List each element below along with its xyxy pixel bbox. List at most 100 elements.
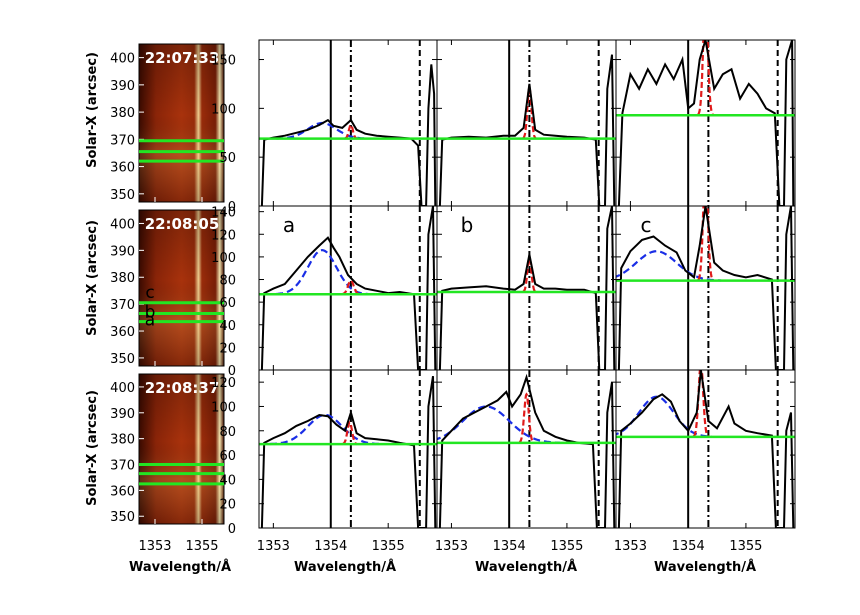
y-tick-label: 370 [110,459,135,474]
panel-frame [258,369,438,529]
x-axis-label: Wavelength/Å [654,559,756,575]
y-tick-label: 140 [211,206,236,221]
panel-plot-area [616,370,795,528]
y-tick-label: 350 [110,510,135,525]
observed-spectrum [438,373,616,528]
panel-letter: c [641,213,652,237]
x-axis-label: Wavelength/Å [475,559,577,575]
y-tick-label: 390 [110,407,135,422]
y-tick-label: 360 [110,161,135,176]
observed-spectrum [260,206,437,370]
y-tick-label: 40 [219,473,236,488]
y-tick-label: 60 [219,296,236,311]
panel-frame [615,39,796,207]
y-tick-label: 150 [211,54,236,69]
spectrum-panel: 0 50 100 150 [211,39,438,215]
observed-spectrum [438,54,616,206]
y-tick-label: 20 [219,341,236,356]
panel-plot-area [259,206,437,370]
y-tick-label: 380 [110,271,135,286]
slit-image-panel: 400 390 380 370 360 350 22:08:37 [110,373,225,525]
y-axis-label: Solar-X (arcsec) [85,390,100,506]
panel-frame [436,39,617,207]
narrow-gaussian-fit [697,206,714,281]
narrow-gaussian-fit [342,421,358,446]
observed-spectrum [260,64,437,206]
narrow-gaussian-fit [344,123,358,140]
y-tick-label: 100 [211,251,236,266]
observed-spectrum [438,206,616,370]
observed-spectrum [617,370,795,528]
y-tick-label: 80 [219,274,236,289]
y-tick-label: 20 [219,498,236,513]
spectrum-panel: c [615,205,796,371]
narrow-gaussian-fit [697,40,714,116]
y-tick-label: 80 [219,425,236,440]
y-tick-label: 350 [110,352,135,367]
spectrum-panel: 1353 1354 1355 0 20 40 60 80 100 120 [211,369,438,554]
broad-gaussian-fit [276,248,369,296]
panel-plot-area [259,40,437,206]
y-tick-label: 40 [219,319,236,334]
slit-images: 400 390 380 370 360 350 22:07:33 400 390 380 370 36… [110,43,225,525]
x-tick-label: 1353 [138,539,171,554]
y-tick-label: 50 [219,151,236,166]
narrow-gaussian-fit [341,279,361,296]
spectrum-panel: 0 20 40 60 80 100 120 140 a [211,205,438,379]
broad-gaussian-fit [269,413,381,446]
x-axis-label: Wavelength/Å [294,559,396,575]
x-tick-label: 1355 [185,539,218,554]
x-tick-label: 1353 [614,539,647,554]
y-tick-label: 380 [110,106,135,121]
slit-image-shading [139,44,224,202]
cut-marker-b: b [145,303,156,323]
y-axis-label: Solar-X (arcsec) [85,220,100,336]
x-tick-label: 1353 [435,539,468,554]
y-tick-label: 100 [211,102,236,117]
panel-plot-area [259,370,437,528]
panel-plot-area [437,206,616,370]
x-tick-label: 1354 [314,539,347,554]
cut-marker-c: c [145,283,154,303]
y-tick-label: 390 [110,244,135,259]
slit-image-shading [139,374,224,524]
panel-letter: a [283,213,295,237]
y-tick-label: 350 [110,188,135,203]
y-tick-label: 360 [110,325,135,340]
observed-spectrum [260,375,437,528]
y-axis-label: Solar-X (arcsec) [85,52,100,168]
y-tick-label: 120 [211,228,236,243]
y-tick-label: 400 [110,381,135,396]
y-tick-label: 0 [228,200,236,215]
spectrum-panel [436,39,617,207]
y-tick-label: 380 [110,433,135,448]
x-tick-label: 1354 [493,539,526,554]
x-tick-label: 1354 [672,539,705,554]
panel-plot-area [616,206,795,370]
x-tick-label: 1353 [257,539,290,554]
spectrum-panel: 1353 1354 1355 [614,369,796,554]
y-tick-label: 120 [211,376,236,391]
narrow-gaussian-fit [522,85,537,140]
slit-image-frame [138,209,225,367]
x-axis-label: Wavelength/Å [129,559,231,575]
observed-spectrum [617,206,795,370]
observed-spectrum [617,40,795,206]
x-tick-label: 1355 [550,539,583,554]
y-tick-label: 400 [110,217,135,232]
y-tick-label: 370 [110,298,135,313]
slit-image-shading [139,210,224,366]
x-tick-label: 1355 [372,539,405,554]
y-tick-label: 360 [110,484,135,499]
narrow-gaussian-fit [692,370,709,438]
narrow-gaussian-fit [522,256,537,293]
panel-plot-area [437,40,616,206]
y-tick-label: 100 [211,400,236,415]
spectrum-panel: b [436,205,617,371]
y-tick-label: 370 [110,133,135,148]
panel-letter: b [461,213,474,237]
panel-plot-area [437,370,616,528]
timestamp-label: 22:07:33 [145,49,220,67]
y-tick-label: 390 [110,79,135,94]
